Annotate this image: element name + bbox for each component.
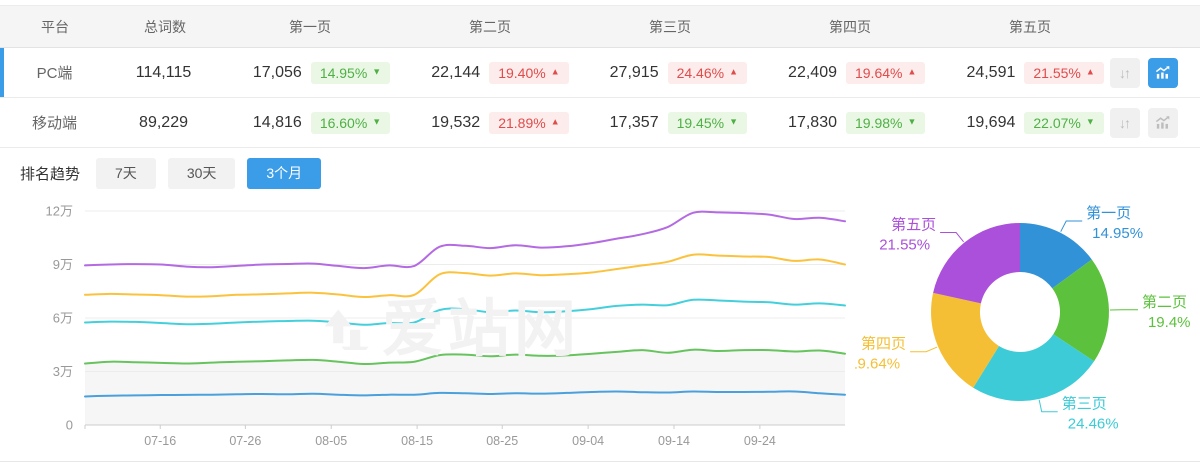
- series-line-cyan: [84, 298, 846, 326]
- sort-icon[interactable]: ↓↑: [1109, 57, 1140, 88]
- platform-label: 移动端: [32, 115, 78, 132]
- series-line-green: [84, 348, 846, 366]
- donut-leader-line: [1038, 399, 1058, 413]
- donut-slice-第二页[interactable]: [1052, 259, 1109, 362]
- page3-value: 17,357: [609, 113, 659, 131]
- donut-leader-line: [1060, 220, 1083, 232]
- total-words-value: 114,115: [135, 63, 192, 81]
- page3-value: 27,915: [609, 63, 659, 81]
- col-header-total: 总词数: [144, 18, 186, 35]
- series-line-yellow: [84, 253, 846, 299]
- page2-change-badge: 19.40% ▲: [489, 61, 569, 84]
- donut-label-name: 第五页: [891, 215, 936, 233]
- donut-label-name: 第三页: [1062, 395, 1107, 413]
- page1-value: 17,056: [252, 63, 302, 81]
- donut-label-name: 第二页: [1142, 293, 1187, 311]
- donut-slice-第一页[interactable]: [1020, 223, 1092, 289]
- page5-value: 24,591: [966, 63, 1016, 81]
- series-line-blue: [84, 390, 846, 398]
- table-row-mobile[interactable]: 移动端 89,229 14,816 16.60% ▼ 19,532 21.89% ▲…: [0, 98, 1200, 148]
- col-header-platform: 平台: [41, 18, 69, 35]
- y-axis-tick-label: 3万: [53, 364, 73, 379]
- x-axis-tick-label: 08-05: [315, 434, 347, 448]
- page2-value: 19,532: [431, 113, 481, 131]
- bottom-divider: [0, 461, 1200, 462]
- x-axis-tick-label: 09-14: [658, 434, 690, 448]
- donut-label-percent: 21.55%: [879, 236, 930, 253]
- trend-title: 排名趋势: [20, 165, 81, 183]
- col-header-page3: 第三页: [649, 18, 691, 35]
- trend-chart-icon[interactable]: [1147, 57, 1178, 88]
- table-row-pc[interactable]: PC端 114,115 17,056 14.95% ▼ 22,144 19.40%…: [0, 48, 1200, 98]
- page2-value: 22,144: [431, 63, 481, 81]
- page5-change-badge: 22.07% ▼: [1024, 111, 1104, 134]
- col-header-page2: 第二页: [469, 18, 511, 35]
- charts-area: 12万 9万 6万 3万 0 07-16 07-26 08-05 08-15 08-25 09-04…: [0, 196, 1200, 462]
- rank-trend-line-chart[interactable]: 12万 9万 6万 3万 0 07-16 07-26 08-05 08-15 08-25 09-04…: [0, 196, 855, 462]
- page-share-donut-chart[interactable]: 第一页 14.95% 第二页 19.4% 第三页 24.46% 第四页 19.64% 第五页 21…: [849, 196, 1200, 462]
- trend-chart-icon[interactable]: [1147, 107, 1178, 138]
- donut-slice-第四页[interactable]: [931, 292, 999, 388]
- y-axis-tick-label: 0: [66, 418, 73, 433]
- col-header-page1: 第一页: [289, 18, 331, 35]
- x-axis-tick-label: 09-04: [572, 434, 604, 448]
- col-header-page4: 第四页: [829, 18, 871, 35]
- donut-label-percent: 19.64%: [855, 356, 900, 373]
- top-spacer: [0, 0, 1200, 5]
- page5-change-badge: 21.55% ▲: [1024, 61, 1104, 84]
- platform-label: PC端: [36, 65, 73, 82]
- page4-change-badge: 19.64% ▲: [845, 61, 926, 84]
- line-bar-chart-icon: [1156, 116, 1170, 129]
- page1-value: 14,816: [252, 113, 302, 131]
- page5-value: 19,694: [966, 113, 1016, 131]
- page4-change-badge: 19.98% ▼: [845, 111, 926, 134]
- y-axis-tick-label: 12万: [46, 204, 73, 219]
- page4-value: 17,830: [788, 113, 837, 131]
- page1-change-badge: 16.60% ▼: [310, 111, 391, 134]
- x-axis-tick-label: 08-15: [401, 434, 433, 448]
- y-axis-tick-label: 6万: [53, 311, 73, 326]
- tab-30-days[interactable]: 30天: [167, 157, 236, 189]
- keyword-table: 平台 总词数 第一页 第二页 第三页 第四页 第五页 PC端 114,115 1…: [0, 5, 1200, 148]
- sort-icon[interactable]: ↓↑: [1109, 107, 1140, 138]
- donut-chart-svg: 第一页 14.95% 第二页 19.4% 第三页 24.46% 第四页 19.64% 第五页 21…: [849, 204, 1191, 433]
- page3-change-badge: 19.45% ▼: [667, 111, 747, 134]
- donut-label-name: 第一页: [1086, 204, 1131, 222]
- page3-change-badge: 24.46% ▲: [667, 61, 747, 84]
- donut-label-percent: 14.95%: [1092, 225, 1143, 242]
- x-axis-tick-label: 09-24: [744, 434, 776, 448]
- y-axis-tick-label: 9万: [53, 257, 73, 272]
- line-bar-chart-icon: [1156, 66, 1170, 79]
- page2-change-badge: 21.89% ▲: [489, 111, 569, 134]
- total-words-value: 89,229: [139, 113, 188, 131]
- area-fill-line-green: [85, 349, 845, 425]
- donut-label-name: 第四页: [861, 335, 906, 353]
- donut-leader-line: [910, 346, 938, 353]
- donut-leader-line: [940, 232, 964, 243]
- donut-slice-第五页[interactable]: [933, 223, 1020, 304]
- series-line-purple-total: [84, 210, 846, 270]
- tab-7-days[interactable]: 7天: [96, 157, 156, 189]
- x-axis-tick-label: 07-16: [144, 434, 176, 448]
- table-header-row: 平台 总词数 第一页 第二页 第三页 第四页 第五页: [0, 5, 1200, 48]
- page1-change-badge: 14.95% ▼: [310, 61, 391, 84]
- trend-toolbar: 排名趋势 7天 30天 3个月: [0, 150, 1200, 196]
- x-axis-tick-label: 07-26: [229, 434, 261, 448]
- line-chart-svg: 12万 9万 6万 3万 0 07-16 07-26 08-05 08-15 08-25 09-04…: [46, 204, 846, 448]
- x-axis-tick-label: 08-25: [486, 434, 518, 448]
- col-header-page5: 第五页: [1009, 18, 1051, 35]
- page4-value: 22,409: [788, 63, 837, 81]
- donut-slice-第三页[interactable]: [973, 334, 1095, 401]
- donut-label-percent: 19.4%: [1148, 314, 1191, 331]
- tab-3-months[interactable]: 3个月: [247, 157, 322, 189]
- donut-label-percent: 24.46%: [1068, 416, 1119, 433]
